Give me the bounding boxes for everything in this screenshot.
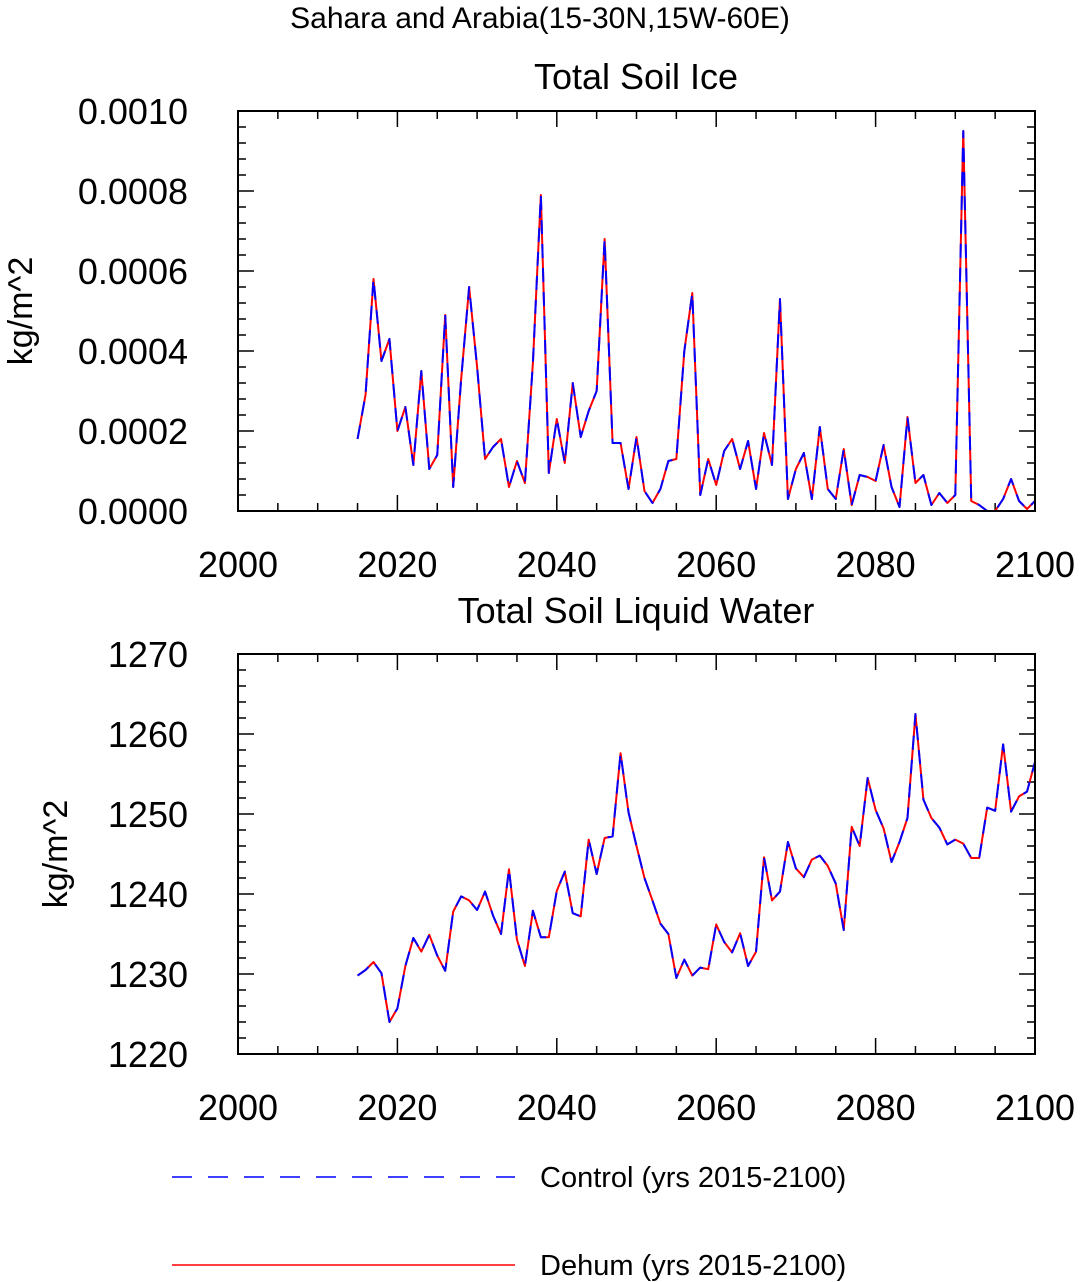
soil-ice-series [356, 130, 1036, 512]
soil-liquid-water-line-control [356, 713, 1036, 1023]
soil-ice-y-tick-label: 0.0002 [78, 411, 188, 452]
legend-dehum-label: Dehum (yrs 2015-2100) [540, 1250, 846, 1282]
soil-ice-x-tick-label: 2000 [198, 544, 278, 585]
soil-liquid-water-x-tick-label: 2040 [517, 1087, 597, 1128]
soil-ice-tick-labels: 2000 2020 2040 2060 2080 2100 0.0000 0.0002 0.00… [78, 91, 1075, 585]
soil-liquid-water-y-tick-label: 1220 [108, 1034, 188, 1075]
soil-liquid-water-y-tick-label: 1240 [108, 874, 188, 915]
soil-liquid-water-tick-labels: 2000 2020 2040 2060 2080 2100 1220 1230 1240 1250… [108, 634, 1075, 1128]
soil-ice-x-tick-label: 2080 [836, 544, 916, 585]
soil-ice-x-tick-label: 2040 [517, 544, 597, 585]
soil-liquid-water-y-tick-label: 1270 [108, 634, 188, 675]
soil-liquid-water-x-tick-label: 2100 [995, 1087, 1075, 1128]
soil-ice-x-tick-label: 2020 [357, 544, 437, 585]
soil-liquid-water-x-tick-label: 2060 [676, 1087, 756, 1128]
soil-ice-y-axis-label: kg/m^2 [2, 257, 40, 366]
soil-ice-y-tick-label: 0.0006 [78, 251, 188, 292]
panel-soil-liquid-water-title: Total Soil Liquid Water [458, 590, 815, 631]
legend: Control (yrs 2015-2100) Dehum (yrs 2015-… [172, 1162, 846, 1282]
panel-soil-liquid-water: Total Soil Liquid Water 2000 2020 2040 2060… [37, 590, 1075, 1128]
figure-supertitle: Sahara and Arabia(15-30N,15W-60E) [290, 2, 790, 35]
soil-ice-y-tick-label: 0.0000 [78, 491, 188, 532]
panel-soil-ice: Total Soil Ice 2000 2020 2040 2060 2080 2100 0… [2, 56, 1075, 585]
soil-liquid-water-ticks [237, 653, 1036, 1055]
legend-control-label: Control (yrs 2015-2100) [540, 1162, 846, 1194]
soil-ice-y-tick-label: 0.0010 [78, 91, 188, 132]
panel-soil-ice-title: Total Soil Ice [534, 56, 738, 97]
soil-ice-plot-frame [237, 110, 1036, 512]
soil-liquid-water-x-tick-label: 2000 [198, 1087, 278, 1128]
soil-liquid-water-y-axis-label: kg/m^2 [37, 800, 75, 909]
soil-liquid-water-series [356, 713, 1036, 1023]
soil-ice-y-tick-label: 0.0004 [78, 331, 188, 372]
soil-ice-x-tick-label: 2060 [676, 544, 756, 585]
soil-liquid-water-y-tick-label: 1260 [108, 714, 188, 755]
soil-liquid-water-y-tick-label: 1230 [108, 954, 188, 995]
soil-ice-x-tick-label: 2100 [995, 544, 1075, 585]
soil-liquid-water-y-tick-label: 1250 [108, 794, 188, 835]
soil-liquid-water-plot-frame [237, 653, 1036, 1055]
soil-ice-line-control [356, 130, 1036, 512]
soil-liquid-water-x-tick-label: 2020 [357, 1087, 437, 1128]
soil-liquid-water-x-tick-label: 2080 [836, 1087, 916, 1128]
soil-ice-y-tick-label: 0.0008 [78, 171, 188, 212]
